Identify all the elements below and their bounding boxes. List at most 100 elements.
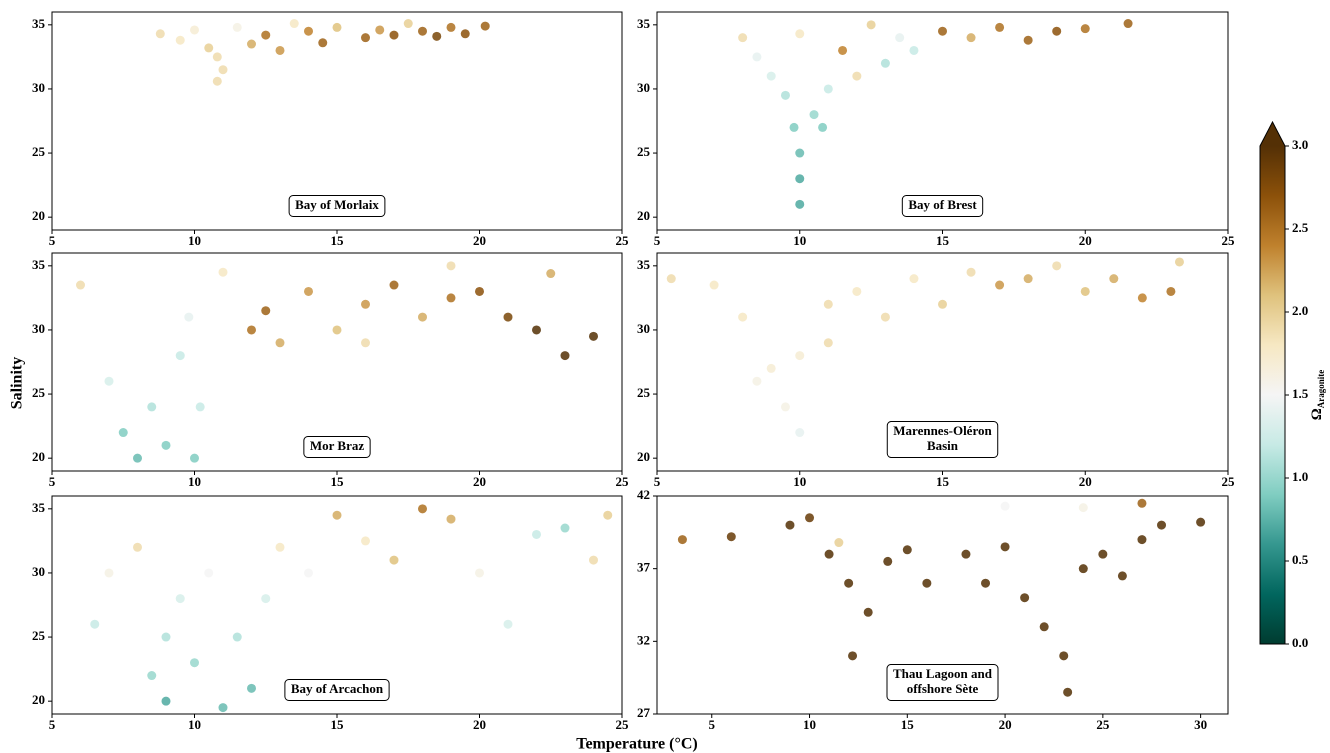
data-point: [995, 22, 1005, 32]
data-point: [247, 39, 256, 49]
y-axis-label: Salinity: [9, 357, 26, 409]
data-point: [1023, 35, 1033, 45]
data-point: [1052, 26, 1062, 36]
data-point: [304, 568, 313, 578]
x-tick-label: 25: [1222, 233, 1236, 248]
data-point: [1123, 19, 1133, 29]
y-tick-label: 32: [637, 632, 650, 647]
plot-area: [738, 19, 1133, 209]
data-point: [418, 26, 427, 36]
data-point: [938, 299, 947, 309]
panel-label: Bay of Brest: [908, 197, 977, 212]
data-point: [995, 280, 1005, 290]
y-tick-label: 37: [637, 560, 651, 575]
data-point: [190, 25, 199, 35]
data-point: [361, 33, 370, 43]
data-point: [104, 376, 114, 386]
y-tick-label: 35: [32, 257, 46, 272]
x-tick-label: 5: [654, 233, 661, 248]
y-tick-label: 30: [32, 564, 45, 579]
data-point: [883, 556, 893, 566]
x-tick-label: 15: [936, 474, 950, 489]
data-point: [503, 619, 513, 629]
data-point: [118, 428, 128, 438]
data-point: [752, 52, 762, 62]
panel-label-box: [303, 436, 371, 458]
y-tick-label: 20: [637, 208, 650, 223]
y-tick-label: 35: [32, 16, 46, 31]
data-point: [1000, 501, 1010, 511]
x-tick-label: 25: [1096, 717, 1110, 732]
data-point: [532, 325, 541, 335]
x-axis-label: Temperature (°C): [576, 736, 697, 753]
data-point: [795, 428, 805, 438]
data-point: [848, 651, 858, 661]
y-tick-label: 25: [32, 144, 46, 159]
colorbar-tick-label: 0.5: [1292, 552, 1309, 567]
data-point: [589, 331, 598, 341]
colorbar-extend: [1260, 122, 1285, 146]
data-point: [475, 286, 484, 296]
y-tick-label: 30: [637, 80, 650, 95]
y-tick-label: 20: [637, 449, 650, 464]
y-tick-label: 27: [637, 705, 651, 720]
data-point: [780, 90, 790, 100]
data-point: [738, 33, 748, 43]
data-point: [304, 286, 313, 296]
data-point: [546, 269, 556, 279]
data-point: [389, 280, 399, 290]
data-point: [560, 351, 570, 361]
x-tick-label: 5: [709, 717, 716, 732]
y-tick-label: 25: [637, 385, 651, 400]
data-point: [863, 607, 873, 617]
data-point: [824, 549, 834, 559]
panel-frame: [656, 495, 1229, 715]
data-point: [795, 174, 805, 184]
y-tick-label: 35: [637, 257, 651, 272]
y-tick-label: 25: [32, 385, 46, 400]
plot-area: [90, 504, 613, 713]
data-point: [275, 45, 285, 55]
y-tick-label: 30: [637, 321, 650, 336]
x-tick-label: 10: [188, 474, 201, 489]
colorbar-tick-label: 2.5: [1292, 220, 1309, 235]
data-point: [361, 299, 370, 309]
x-tick-label: 20: [473, 233, 486, 248]
data-point: [361, 536, 370, 546]
data-point: [175, 594, 185, 604]
data-point: [133, 542, 142, 552]
x-tick-label: 25: [616, 233, 630, 248]
data-point: [161, 696, 171, 706]
data-point: [895, 33, 905, 43]
data-point: [1020, 593, 1030, 603]
data-point: [809, 110, 819, 120]
data-point: [204, 43, 214, 53]
x-tick-label: 20: [473, 474, 486, 489]
data-point: [232, 22, 242, 32]
panel-label-box: [288, 195, 386, 217]
data-point: [446, 261, 456, 271]
data-point: [247, 683, 256, 693]
data-point: [589, 555, 598, 565]
data-point: [175, 351, 185, 361]
data-point: [190, 453, 199, 463]
data-point: [1137, 535, 1147, 545]
data-point: [446, 514, 456, 524]
data-point: [446, 22, 456, 32]
colorbar: [1260, 146, 1285, 644]
data-point: [1196, 517, 1206, 527]
data-point: [195, 402, 205, 412]
data-point: [375, 25, 385, 35]
panel-label: Bay of Arcachon: [291, 681, 384, 696]
data-point: [785, 520, 795, 530]
data-point: [389, 30, 399, 40]
panel-label-box: [284, 679, 390, 701]
data-point: [1039, 622, 1049, 632]
x-tick-label: 15: [331, 233, 345, 248]
data-point: [909, 274, 919, 284]
data-point: [852, 286, 862, 296]
y-tick-label: 30: [32, 321, 45, 336]
data-point: [726, 532, 736, 542]
data-point: [852, 71, 862, 81]
data-point: [844, 578, 854, 588]
